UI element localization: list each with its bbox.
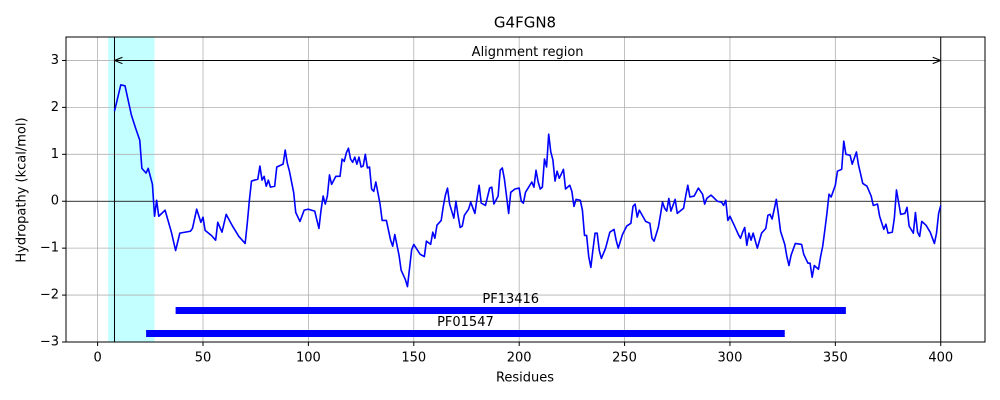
x-tick-label: 300 — [718, 351, 743, 366]
x-tick-label: 0 — [93, 351, 101, 366]
x-tick-label: 350 — [823, 351, 848, 366]
domain-label: PF01547 — [437, 315, 494, 330]
y-axis-label: Hydropathy (kcal/mol) — [15, 117, 30, 262]
y-tick-label: −3 — [40, 335, 59, 350]
y-tick-label: −2 — [40, 288, 59, 303]
plot-frame — [65, 36, 986, 343]
y-tick-label: 1 — [51, 147, 59, 162]
hydropathy-line — [113, 84, 942, 288]
y-tick-label: 0 — [51, 194, 59, 209]
x-axis-label: Residues — [496, 371, 554, 386]
y-tick-label: −1 — [40, 241, 59, 256]
highlight-span — [108, 37, 155, 342]
y-tick-label: 3 — [51, 53, 59, 68]
x-tick-label: 100 — [296, 351, 321, 366]
domain-label: PF13416 — [482, 292, 539, 307]
y-tick-label: 2 — [51, 100, 59, 115]
x-tick-label: 50 — [195, 351, 212, 366]
chart-title: G4FGN8 — [494, 14, 556, 32]
x-tick-label: 200 — [507, 351, 532, 366]
region-label: Alignment region — [472, 45, 584, 60]
x-tick-label: 400 — [928, 351, 953, 366]
x-tick-label: 150 — [401, 351, 426, 366]
x-tick-label: 250 — [612, 351, 637, 366]
